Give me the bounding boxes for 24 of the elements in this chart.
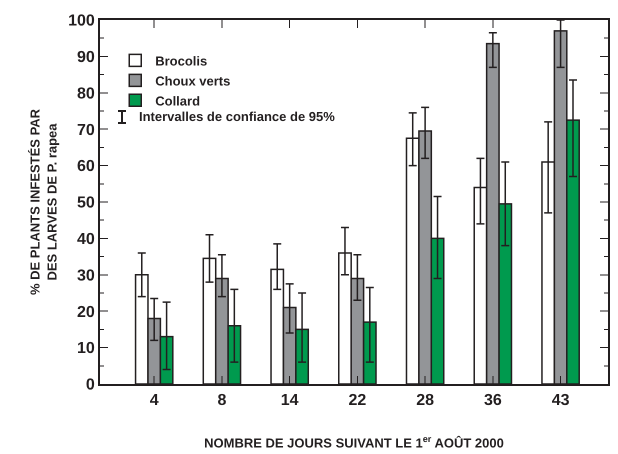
y-tick-label: 0 [86, 376, 95, 394]
x-tick-label: 28 [416, 392, 434, 410]
y-tick-label: 50 [77, 194, 95, 212]
annotation: Intervalles de confiance de 95% [139, 109, 336, 124]
legend-label: Choux verts [155, 73, 230, 88]
y-tick-label: 30 [77, 267, 95, 284]
x-tick-label: 43 [552, 392, 570, 410]
y-tick-label: 100 [68, 12, 95, 30]
legend-label: Brocolis [155, 54, 208, 68]
x-tick-label: 4 [150, 392, 159, 410]
y-tick-label: 20 [77, 304, 95, 321]
y-tick-label: 90 [77, 49, 95, 66]
x-tick-label: 14 [280, 392, 299, 410]
legend-label: Collard [155, 93, 200, 108]
x-tick-label: 36 [484, 392, 502, 410]
y-tick-label: 60 [77, 158, 95, 176]
y-tick-label: 10 [77, 340, 95, 358]
x-tick-label: 22 [348, 392, 366, 410]
y-tick-label: 70 [77, 122, 95, 139]
x-axis-title: NOMBRE DE JOURS SUIVANT LE 1$^{er}$ AOÛT 2000 [204, 434, 504, 450]
x-tick-label: 8 [217, 392, 226, 410]
y-tick-label: 80 [77, 85, 95, 102]
y-axis-title: % DE PLANTS INFESTÉS PAR DES LARVES DE P. rapea [28, 108, 60, 296]
y-tick-label: 40 [77, 231, 95, 248]
